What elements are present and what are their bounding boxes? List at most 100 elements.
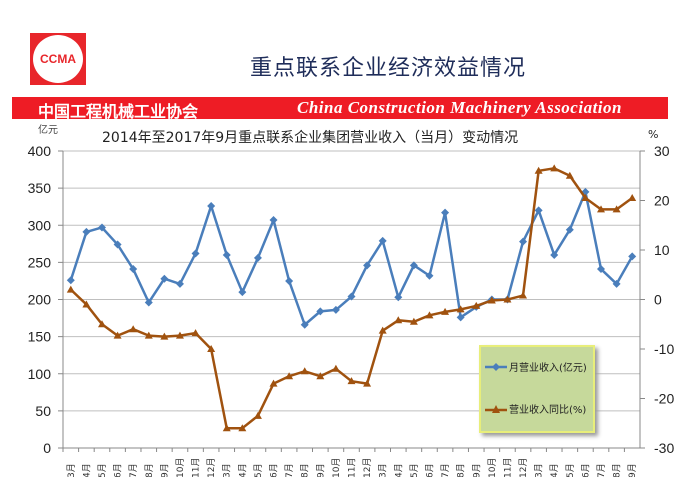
data-point-yoy xyxy=(285,372,294,380)
x-tick-label: 3月 xyxy=(378,463,389,477)
x-tick-label: 10月 xyxy=(175,458,186,477)
x-tick-label: 11月 xyxy=(502,458,513,477)
data-point-revenue xyxy=(253,253,262,262)
data-point-revenue xyxy=(97,223,106,232)
data-point-yoy xyxy=(612,205,621,213)
legend-yoy-marker-icon xyxy=(485,404,507,413)
logo-text: CCMA xyxy=(33,35,83,83)
x-tick-label: 8月 xyxy=(456,463,467,477)
x-tick-label: 9月 xyxy=(159,463,170,477)
right-tick-label: 20 xyxy=(654,193,670,209)
x-tick-label: 11月 xyxy=(347,458,358,477)
legend-label: 营业收入同比(%) xyxy=(509,405,587,416)
data-point-revenue xyxy=(425,271,434,280)
legend: 月营业收入(亿元) 营业收入同比(%) xyxy=(479,345,595,433)
data-point-revenue xyxy=(129,265,138,274)
data-point-yoy xyxy=(519,291,528,299)
data-point-revenue xyxy=(66,276,75,285)
x-tick-label: 6月 xyxy=(424,463,435,477)
data-point-yoy xyxy=(207,345,216,352)
left-tick-label: 200 xyxy=(28,292,52,308)
x-tick-label: 4月 xyxy=(237,463,248,477)
left-tick-label: 400 xyxy=(28,143,52,159)
banner-en: China Construction Machinery Association xyxy=(297,98,622,117)
x-tick-label: 7月 xyxy=(128,463,139,477)
x-tick-label: 3月 xyxy=(534,463,545,477)
x-tick-label: 8月 xyxy=(300,463,311,477)
x-tick-label: 3月 xyxy=(222,463,233,477)
x-tick-label: 7月 xyxy=(596,463,607,477)
x-tick-label: 5月 xyxy=(97,463,108,477)
data-point-revenue xyxy=(316,307,325,316)
right-tick-label: 0 xyxy=(654,292,662,308)
data-point-yoy xyxy=(222,424,231,432)
legend-revenue-marker-icon xyxy=(485,362,507,371)
data-point-yoy xyxy=(300,367,309,375)
left-axis-unit: 亿元 xyxy=(38,125,58,136)
x-tick-label: 6月 xyxy=(113,463,124,477)
data-point-revenue xyxy=(347,292,356,301)
left-tick-label: 50 xyxy=(35,403,51,419)
data-point-yoy xyxy=(534,166,543,174)
data-point-revenue xyxy=(441,208,450,217)
data-point-revenue xyxy=(597,265,606,274)
x-tick-label: 9月 xyxy=(315,463,326,477)
page-title: 重点联系企业经济效益情况 xyxy=(250,56,527,81)
data-point-revenue xyxy=(378,236,387,245)
x-tick-label: 5月 xyxy=(409,463,420,477)
x-tick-label: 4月 xyxy=(81,463,92,477)
x-tick-label: 7月 xyxy=(440,463,451,477)
x-tick-label: 5月 xyxy=(253,463,264,477)
data-point-revenue xyxy=(238,288,247,297)
data-point-yoy xyxy=(82,300,91,308)
data-point-yoy xyxy=(316,372,325,380)
data-point-yoy xyxy=(409,317,418,325)
x-tick-label: 4月 xyxy=(549,463,560,477)
x-tick-label: 12月 xyxy=(518,458,529,477)
data-point-yoy xyxy=(378,326,387,334)
left-tick-label: 100 xyxy=(28,366,52,382)
data-point-yoy xyxy=(253,411,262,419)
data-point-revenue xyxy=(144,298,153,307)
x-tick-label: 9月 xyxy=(471,463,482,477)
data-point-revenue xyxy=(534,206,543,215)
x-tick-label: 9月 xyxy=(627,463,638,477)
data-point-yoy xyxy=(550,164,559,172)
data-point-yoy xyxy=(565,171,574,179)
data-point-revenue xyxy=(394,293,403,302)
right-tick-label: 30 xyxy=(654,143,670,159)
data-point-yoy xyxy=(487,296,496,304)
data-point-revenue xyxy=(222,250,231,259)
x-tick-label: 12月 xyxy=(362,458,373,477)
left-tick-label: 250 xyxy=(28,254,52,270)
legend-item-yoy: 营业收入同比(%) xyxy=(485,401,586,416)
data-point-yoy xyxy=(191,329,200,337)
data-point-yoy xyxy=(597,205,606,213)
data-point-revenue xyxy=(519,237,528,246)
x-tick-label: 4月 xyxy=(393,463,404,477)
banner-cn: 中国工程机械工业协会 xyxy=(38,102,199,121)
data-point-yoy xyxy=(269,379,278,387)
data-point-revenue xyxy=(612,279,621,288)
data-point-revenue xyxy=(191,249,200,258)
ccma-logo: CCMA xyxy=(30,33,86,85)
x-tick-label: 6月 xyxy=(580,463,591,477)
left-tick-label: 0 xyxy=(43,440,51,456)
data-point-revenue xyxy=(363,261,372,270)
data-point-revenue xyxy=(300,320,309,329)
data-point-yoy xyxy=(456,305,465,313)
x-tick-label: 8月 xyxy=(144,463,155,477)
right-tick-label: -20 xyxy=(654,391,674,407)
left-tick-label: 350 xyxy=(28,180,52,196)
right-tick-label: 10 xyxy=(654,242,670,258)
data-point-revenue xyxy=(331,305,340,314)
legend-label: 月营业收入(亿元) xyxy=(509,363,587,374)
data-point-revenue xyxy=(409,261,418,270)
legend-item-revenue: 月营业收入(亿元) xyxy=(485,359,587,374)
data-point-revenue xyxy=(160,274,169,283)
x-tick-label: 11月 xyxy=(191,458,202,477)
data-point-revenue xyxy=(456,313,465,322)
right-tick-label: -10 xyxy=(654,341,674,357)
data-point-yoy xyxy=(628,194,637,202)
data-point-yoy xyxy=(66,285,75,293)
